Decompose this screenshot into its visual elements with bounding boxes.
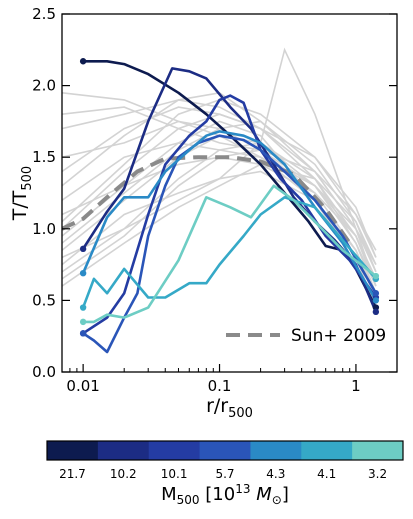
colorbar-label-7: 3.2: [368, 467, 387, 481]
colorbar-cell-3: [148, 441, 201, 460]
series-start-marker-7: [79, 318, 87, 326]
x-axis-label-main: r/r: [206, 395, 228, 417]
y-tick-label: 1.0: [32, 220, 56, 238]
colorbar-title-end: ]: [282, 484, 289, 505]
background-curve-15: [62, 106, 377, 258]
series-end-marker-5: [372, 297, 380, 304]
colorbar-title-sub: 500: [177, 493, 200, 507]
series-start-marker-2: [79, 245, 87, 253]
y-tick-label: 0.5: [32, 291, 56, 309]
colorbar-title-unit: M: [251, 484, 273, 505]
series-points: [79, 58, 380, 337]
colorbar-title-sup: 13: [235, 482, 250, 496]
colorbar-label-5: 4.3: [266, 467, 285, 481]
reference-line-sun-2009: [62, 155, 352, 245]
colorbar: 21.7 10.2 10.1 5.7 4.3 4.1 3.2 M500 [1013 M⊙]: [46, 440, 404, 507]
series-end-marker-4: [372, 290, 380, 297]
colorbar-frame: [46, 440, 404, 461]
y-tick-label: 2.0: [32, 77, 56, 95]
x-tick-label: 0.1: [208, 377, 232, 395]
y-tick-label: 1.5: [32, 148, 56, 166]
colorbar-title-main: M: [161, 484, 177, 505]
axes-frame: [61, 13, 398, 373]
legend-label-sun-2009: Sun+ 2009: [291, 326, 386, 346]
colorbar-label-3: 10.1: [161, 467, 188, 481]
colorbar-title-unit-sub: ⊙: [272, 493, 282, 507]
colorbar-label-2: 10.2: [110, 467, 137, 481]
reference-curve: [62, 155, 352, 245]
series-line-7: [83, 184, 377, 324]
colorbar-label-1: 21.7: [59, 467, 86, 481]
plot-area: [62, 47, 380, 354]
series-start-marker-5: [79, 269, 87, 277]
colorbar-cell-6: [301, 441, 353, 460]
x-tick-label: 1: [351, 377, 361, 395]
colorbar-cell-5: [250, 441, 302, 460]
colorbar-title: M500 [1013 M⊙]: [161, 482, 289, 507]
series-start-marker-6: [79, 304, 87, 311]
y-axis-label-sub: 500: [20, 166, 35, 191]
colorbar-cells: [47, 441, 404, 460]
legend: Sun+ 2009: [226, 326, 386, 346]
background-curve-17: [62, 99, 377, 258]
series-start-marker-1: [79, 58, 87, 65]
colorbar-cell-1: [47, 441, 99, 460]
x-tick-label: 0.01: [66, 377, 99, 395]
series-start-marker-4: [79, 330, 87, 337]
background-curve-11: [62, 47, 357, 259]
y-axis-label-main: T/T: [9, 190, 31, 221]
background-curve-16: [62, 149, 377, 280]
colorbar-cell-7: [352, 441, 404, 460]
colorbar-label-6: 4.1: [317, 467, 336, 481]
series-line-6: [81, 196, 377, 309]
colorbar-label-4: 5.7: [215, 467, 234, 481]
y-tick-label: 0.0: [32, 363, 56, 381]
series-lines: [81, 60, 378, 354]
colorbar-cell-2: [97, 441, 150, 460]
series-line-5: [81, 130, 378, 302]
x-axis-label-sub: 500: [228, 406, 253, 421]
x-axis-label: r/r500: [206, 395, 253, 421]
y-axis-label: T/T500: [9, 166, 35, 221]
colorbar-title-rest: [10: [200, 484, 236, 505]
colorbar-labels: 21.7 10.2 10.1 5.7 4.3 4.1 3.2: [59, 467, 387, 481]
y-tick-label: 2.5: [32, 5, 56, 23]
series-end-marker-2: [372, 308, 380, 316]
colorbar-cell-4: [199, 441, 251, 460]
axis-ticks: 0.01 0.1 1 0.0 0.5 1.0 1.5 2.0 2.5: [32, 5, 397, 395]
series-end-marker-7: [372, 272, 380, 280]
series-line-3: [82, 94, 377, 335]
